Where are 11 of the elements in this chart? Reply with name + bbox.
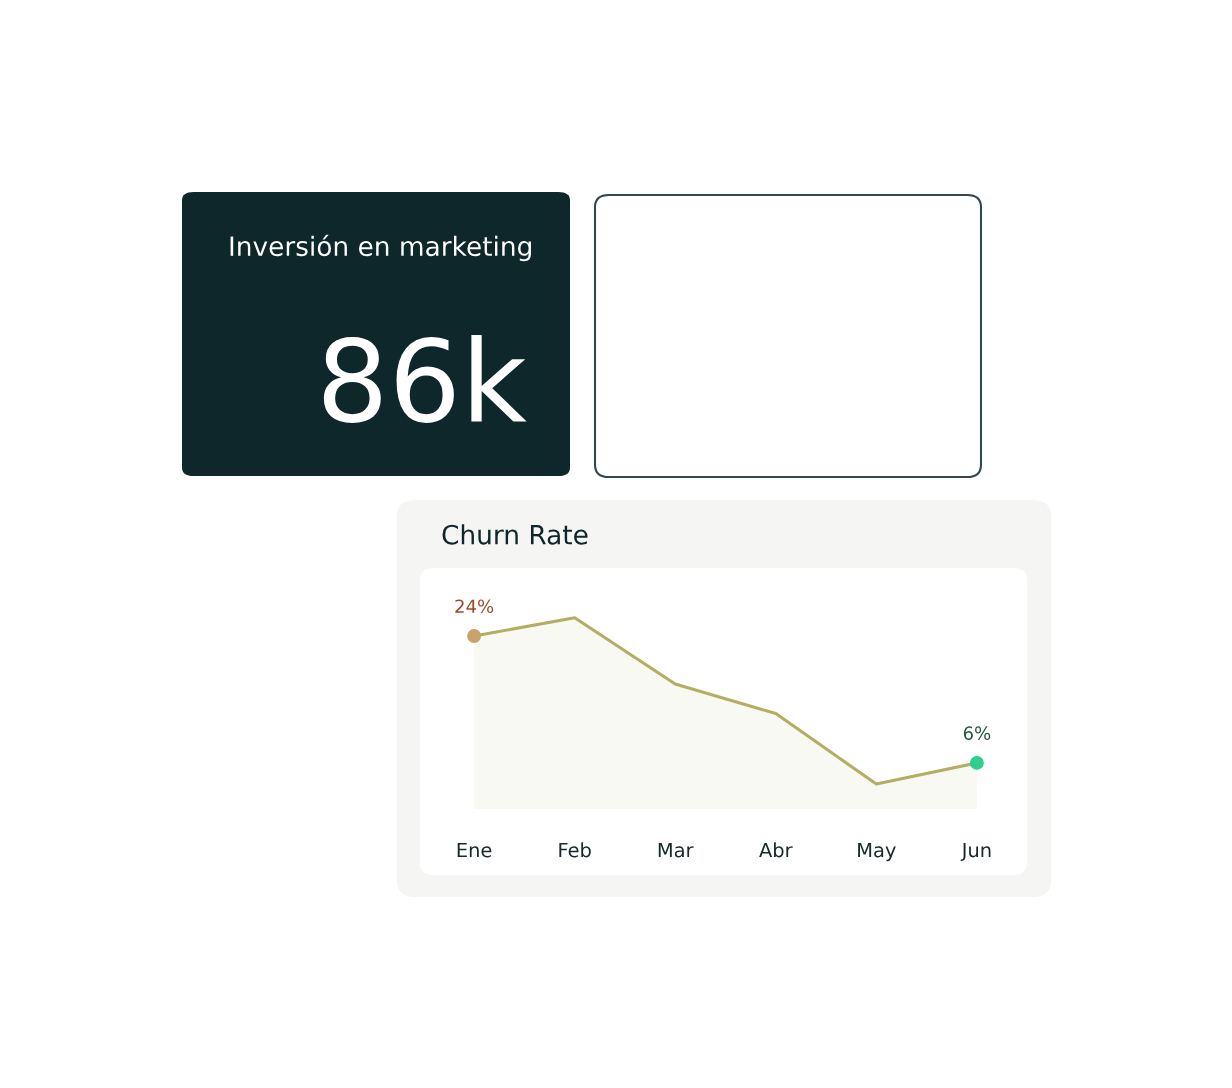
x-tick-label: Feb	[559, 842, 591, 858]
data-label: 24%	[455, 599, 494, 614]
data-label: 6%	[963, 726, 991, 740]
text: Inversión en marketing	[230, 234, 531, 262]
x-tick-label: May	[858, 842, 896, 862]
x-tick-label: Ene	[457, 842, 492, 858]
x-tick-label: Abr	[759, 842, 793, 858]
text: 86k	[323, 334, 527, 424]
chart-title: Churn Rate	[442, 524, 588, 545]
x-tick-label: Mar	[658, 842, 694, 858]
x-tick-label: Jun	[960, 842, 991, 861]
